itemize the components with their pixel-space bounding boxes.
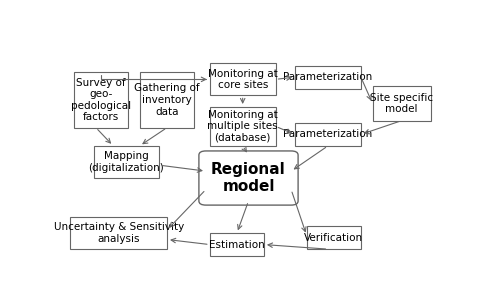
Text: Survey of
geo-
pedological
factors: Survey of geo- pedological factors (71, 77, 132, 122)
FancyBboxPatch shape (306, 226, 361, 249)
Text: Estimation: Estimation (209, 240, 265, 249)
FancyBboxPatch shape (372, 86, 430, 121)
FancyBboxPatch shape (199, 151, 298, 205)
FancyBboxPatch shape (210, 107, 276, 146)
Text: Uncertainty & Sensitivity
analysis: Uncertainty & Sensitivity analysis (54, 222, 184, 244)
FancyBboxPatch shape (210, 233, 264, 256)
FancyBboxPatch shape (295, 123, 361, 146)
Text: Parameterization: Parameterization (284, 129, 372, 139)
Text: Mapping
(digitalization): Mapping (digitalization) (88, 151, 164, 173)
Text: Monitoring at
multiple sites
(database): Monitoring at multiple sites (database) (208, 110, 278, 143)
Text: Parameterization: Parameterization (284, 72, 372, 82)
Text: Gathering of
inventory
data: Gathering of inventory data (134, 83, 200, 117)
Text: Site specific
model: Site specific model (370, 93, 433, 114)
FancyBboxPatch shape (295, 66, 361, 89)
FancyBboxPatch shape (140, 72, 194, 128)
FancyBboxPatch shape (94, 146, 160, 178)
Text: Verification: Verification (304, 233, 364, 243)
FancyBboxPatch shape (210, 63, 276, 95)
FancyBboxPatch shape (74, 72, 128, 128)
Text: Monitoring at
core sites: Monitoring at core sites (208, 69, 278, 90)
FancyBboxPatch shape (70, 217, 167, 249)
Text: Regional
model: Regional model (211, 162, 286, 194)
